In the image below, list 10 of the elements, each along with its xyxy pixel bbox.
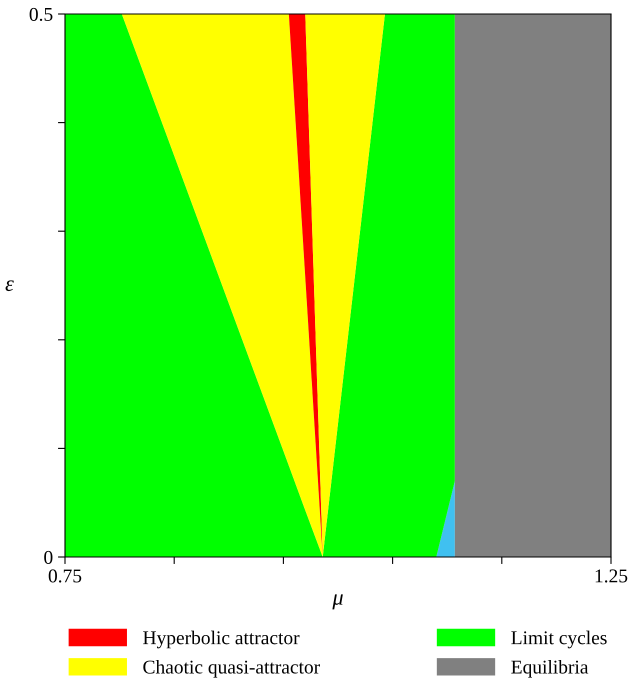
legend-label: Limit cycles	[511, 630, 607, 648]
x-tick-label: 0.75	[48, 569, 82, 583]
legend-label: Chaotic quasi-attractor	[143, 660, 320, 678]
y-tick-label: 0	[44, 550, 52, 564]
x-axis-title: μ	[332, 594, 343, 610]
x-tick-label: 1.25	[596, 569, 628, 583]
legend-label: Equilibria	[511, 660, 588, 678]
legend-label: Hyperbolic attractor	[143, 630, 300, 648]
y-axis-title: ε	[6, 280, 14, 292]
y-tick-label: 0.5	[30, 8, 52, 22]
